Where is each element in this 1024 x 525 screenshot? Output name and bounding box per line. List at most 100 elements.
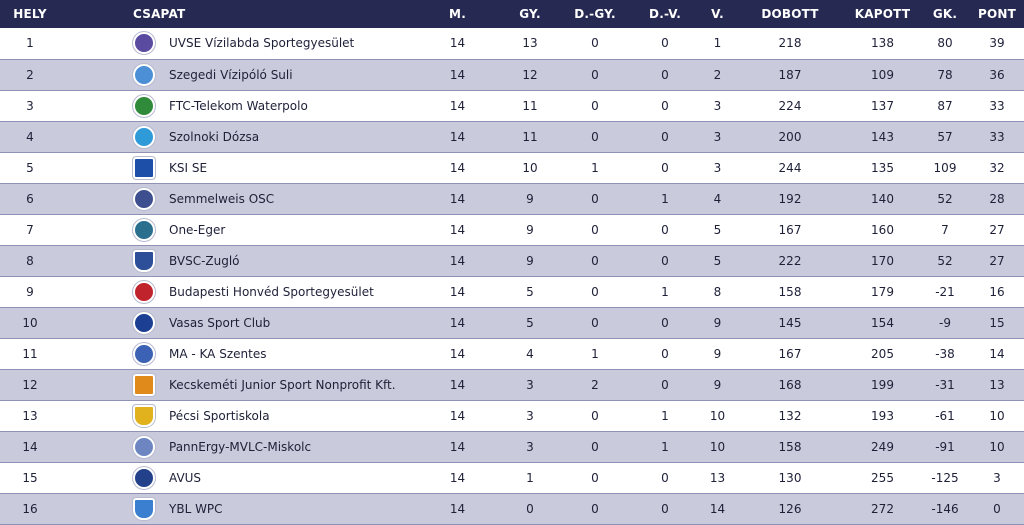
team-info[interactable]: Semmelweis OSC [60,187,415,210]
goals-for-cell: 158 [778,284,802,299]
team-info[interactable]: Pécsi Sportiskola [60,404,415,427]
points-cell: 33 [989,129,1005,144]
header-wins[interactable]: GY. [519,7,541,21]
team-info[interactable]: MA - KA Szentes [60,342,415,365]
header-team[interactable]: CSAPAT [133,7,186,21]
table-row[interactable]: 5 KSI SE 14 10 1 0 3 244 135 109 32 [0,152,1024,183]
goal-diff-cell: -9 [939,315,951,330]
points-cell: 14 [989,346,1005,361]
team-info[interactable]: YBL WPC [60,497,415,520]
team-name[interactable]: Semmelweis OSC [169,191,275,206]
table-row[interactable]: 15 AVUS 14 1 0 0 13 130 255 -125 3 [0,462,1024,493]
wins-cell: 11 [522,129,538,144]
header-goal-diff[interactable]: GK. [932,7,958,21]
draw-losses-cell: 1 [661,408,669,423]
played-cell: 14 [449,284,466,299]
team-cell: UVSE Vízilabda Sportegyesület [60,28,415,59]
goal-diff-cell: 52 [937,191,953,206]
team-info[interactable]: UVSE Vízilabda Sportegyesület [60,32,415,55]
table-row[interactable]: 3 FTC-Telekom Waterpolo 14 11 0 0 3 224 137 87 33 [0,90,1024,121]
team-info[interactable]: Szegedi Vízipóló Suli [60,63,415,86]
table-row[interactable]: 9 Budapesti Honvéd Sportegyesület 14 5 0 1 8 15… [0,276,1024,307]
header-goals-against[interactable]: KAPOTT [854,7,911,21]
table-row[interactable]: 4 Szolnoki Dózsa 14 11 0 0 3 200 143 57 33 [0,121,1024,152]
header-losses[interactable]: V. [711,7,724,21]
table-row[interactable]: 8 BVSC-Zugló 14 9 0 0 5 222 170 52 27 [0,245,1024,276]
team-name[interactable]: UVSE Vízilabda Sportegyesület [169,36,355,51]
team-info[interactable]: KSI SE [60,156,415,179]
team-info[interactable]: PannErgy-MVLC-Miskolc [60,435,415,458]
team-name[interactable]: KSI SE [169,160,208,175]
team-cell: Budapesti Honvéd Sportegyesület [60,276,415,307]
team-name[interactable]: AVUS [169,470,202,485]
table-row[interactable]: 16 YBL WPC 14 0 0 0 14 126 272 -146 0 [0,493,1024,524]
played-cell: 14 [449,98,466,113]
goals-against-cell: 143 [871,129,894,144]
table-row[interactable]: 2 Szegedi Vízipóló Suli 14 12 0 0 2 187 109 78 36 [0,59,1024,90]
goals-for-cell: 158 [778,439,802,454]
goals-against-cell: 140 [871,191,894,206]
team-name[interactable]: FTC-Telekom Waterpolo [169,98,308,113]
header-points[interactable]: PONT [977,7,1017,21]
table-row[interactable]: 6 Semmelweis OSC 14 9 0 1 4 192 140 52 28 [0,183,1024,214]
draw-losses-cell: 0 [661,160,669,175]
team-cell: Szolnoki Dózsa [60,121,415,152]
table-row[interactable]: 1 UVSE Vízilabda Sportegyesület 14 13 0 0 1 218… [0,28,1024,59]
points-cell: 36 [989,67,1005,82]
goals-for-cell: 244 [778,160,802,175]
table-row[interactable]: 14 PannErgy-MVLC-Miskolc 14 3 0 1 10 158 249 -91 1… [0,431,1024,462]
rank-cell: 7 [26,222,34,237]
header-goals-for[interactable]: DOBOTT [761,7,819,21]
goal-diff-cell: -31 [935,377,955,392]
team-name[interactable]: Budapesti Honvéd Sportegyesület [169,284,374,299]
goals-against-cell: 160 [871,222,894,237]
team-info[interactable]: One-Eger [60,218,415,241]
goals-for-cell: 168 [778,377,802,392]
team-name[interactable]: MA - KA Szentes [169,346,267,361]
team-name[interactable]: One-Eger [169,222,226,237]
losses-cell: 9 [713,346,722,361]
team-name[interactable]: Szegedi Vízipóló Suli [169,67,293,82]
team-info[interactable]: Kecskeméti Junior Sport Nonprofit Kft. [60,373,415,396]
table-row[interactable]: 7 One-Eger 14 9 0 0 5 167 160 7 27 [0,214,1024,245]
team-logo-icon [133,373,155,396]
team-info[interactable]: Budapesti Honvéd Sportegyesület [60,280,415,303]
team-info[interactable]: FTC-Telekom Waterpolo [60,94,415,117]
goal-diff-cell: -146 [931,501,959,516]
header-draw-losses[interactable]: D.-V. [649,7,681,21]
header-rank[interactable]: HELY [13,7,47,21]
team-name[interactable]: Kecskeméti Junior Sport Nonprofit Kft. [169,377,396,392]
team-logo-icon [133,94,155,117]
team-name[interactable]: BVSC-Zugló [169,253,240,268]
goals-for-cell: 224 [778,98,802,113]
team-name[interactable]: Pécsi Sportiskola [169,408,270,423]
wins-cell: 11 [522,98,538,113]
draw-wins-cell: 0 [591,408,599,423]
header-draw-wins[interactable]: D.-GY. [574,7,616,21]
rank-cell: 6 [26,191,34,206]
team-name[interactable]: PannErgy-MVLC-Miskolc [169,439,312,454]
team-name[interactable]: Vasas Sport Club [169,315,271,330]
wins-cell: 5 [526,315,534,330]
team-logo-icon [133,311,155,334]
header-played[interactable]: M. [449,7,466,21]
team-info[interactable]: BVSC-Zugló [60,249,415,272]
wins-cell: 9 [526,191,534,206]
team-info[interactable]: AVUS [60,466,415,489]
table-row[interactable]: 10 Vasas Sport Club 14 5 0 0 9 145 154 -9 15 [0,307,1024,338]
team-name[interactable]: Szolnoki Dózsa [169,129,260,144]
played-cell: 14 [449,501,466,516]
wins-cell: 3 [526,408,534,423]
goals-against-cell: 255 [871,470,894,485]
table-row[interactable]: 11 MA - KA Szentes 14 4 1 0 9 167 205 -38 14 [0,338,1024,369]
table-row[interactable]: 13 Pécsi Sportiskola 14 3 0 1 10 132 193 -61 10 [0,400,1024,431]
team-name[interactable]: YBL WPC [169,501,223,516]
losses-cell: 3 [713,160,722,175]
draw-losses-cell: 1 [661,439,669,454]
draw-losses-cell: 0 [661,501,669,516]
team-cell: KSI SE [60,152,415,183]
team-info[interactable]: Szolnoki Dózsa [60,125,415,148]
table-row[interactable]: 12 Kecskeméti Junior Sport Nonprofit Kft.… [0,369,1024,400]
team-info[interactable]: Vasas Sport Club [60,311,415,334]
